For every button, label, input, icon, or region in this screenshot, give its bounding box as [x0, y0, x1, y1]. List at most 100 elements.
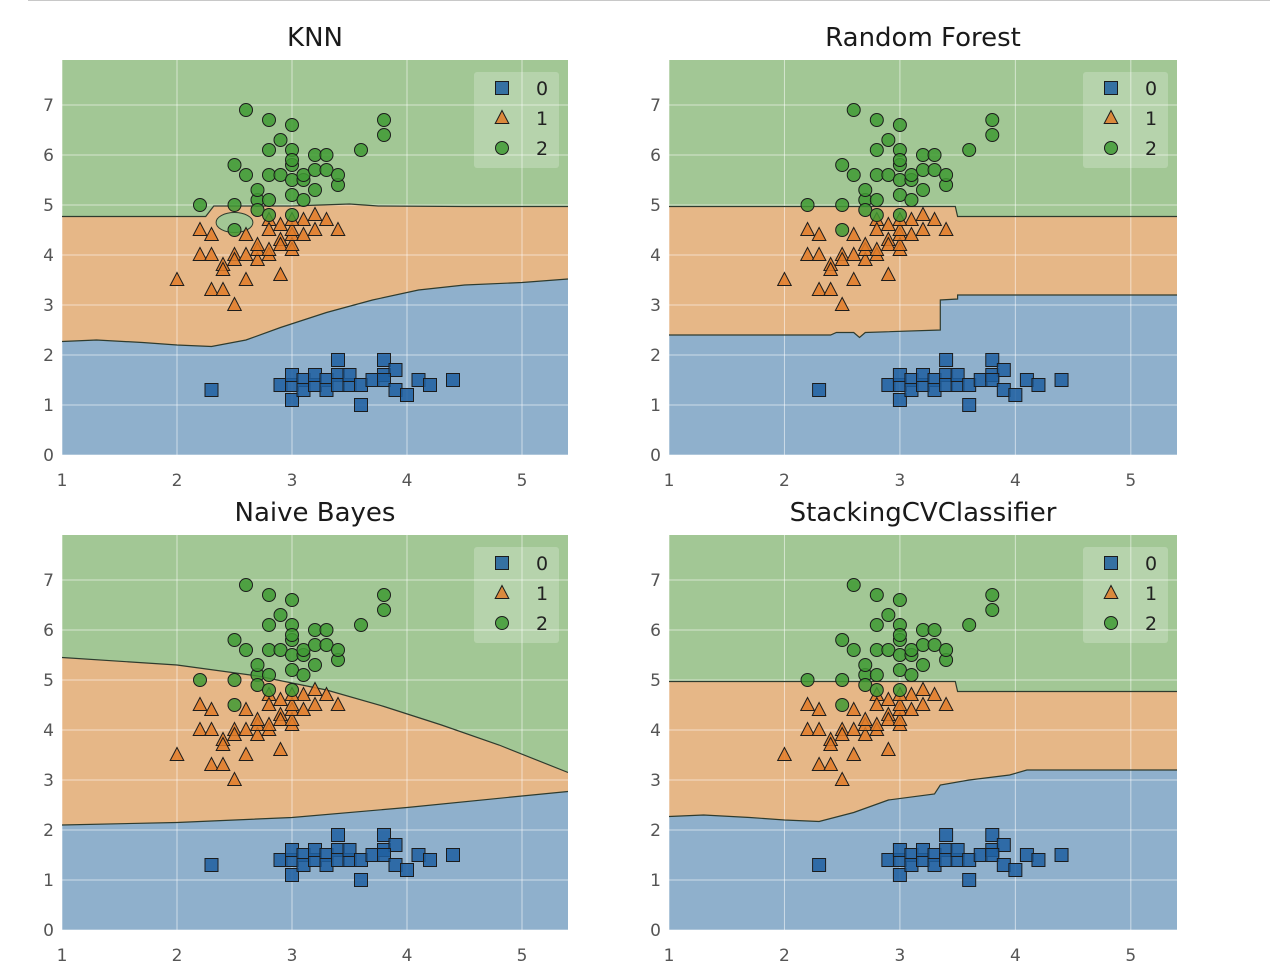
point-class-1 [318, 211, 335, 226]
point-class-2 [835, 698, 850, 712]
point-class-2 [962, 143, 977, 157]
point-class-1 [915, 206, 931, 221]
point-class-2 [262, 668, 276, 682]
point-class-2 [250, 678, 265, 692]
point-class-1 [272, 236, 289, 251]
point-class-2 [273, 133, 288, 147]
legend-label-0: 0 [536, 553, 548, 575]
point-class-1 [192, 721, 208, 736]
point-class-2 [835, 673, 850, 687]
data-points [776, 103, 1069, 412]
point-class-1 [272, 216, 289, 231]
point-class-0 [1054, 373, 1069, 387]
point-class-2 [193, 198, 207, 212]
point-class-2 [904, 168, 919, 182]
point-class-2 [319, 148, 334, 162]
point-class-2 [835, 158, 850, 172]
point-class-1 [261, 241, 277, 256]
x-tick-label: 2 [172, 471, 183, 491]
point-class-2 [296, 193, 311, 207]
point-class-0 [1008, 863, 1023, 877]
point-class-1 [880, 216, 896, 231]
x-tick-label: 4 [1010, 471, 1021, 491]
y-tick-label: 6 [43, 621, 54, 641]
point-class-2 [227, 673, 242, 687]
point-class-2 [846, 643, 861, 657]
legend: 0 1 2 [1083, 72, 1168, 168]
point-class-1 [249, 711, 266, 726]
point-class-0 [950, 843, 965, 857]
point-class-2 [904, 643, 919, 657]
y-tick-label: 4 [43, 246, 54, 266]
point-class-2 [939, 643, 954, 657]
point-class-1 [799, 696, 816, 711]
point-class-1 [823, 736, 839, 751]
point-class-1 [238, 271, 254, 286]
decision-boundary-upper [62, 656, 568, 774]
point-class-2 [193, 673, 207, 687]
y-tick-label: 2 [43, 821, 54, 841]
x-tick-label: 3 [287, 946, 298, 966]
point-class-2 [916, 183, 930, 197]
point-class-2 [881, 133, 896, 147]
legend-box [1083, 72, 1168, 168]
point-class-0 [985, 828, 1000, 842]
point-class-1 [880, 691, 896, 706]
panel-random-forest: Random Forest 1 2 3 4 5 0 1 2 3 4 5 6 7 [650, 23, 1177, 491]
point-class-1 [926, 686, 943, 701]
point-class-2 [377, 128, 391, 142]
point-class-1 [249, 726, 266, 741]
point-class-1 [834, 296, 850, 311]
point-class-0 [354, 873, 368, 887]
point-class-2 [377, 113, 391, 127]
point-class-2 [285, 188, 299, 202]
point-class-0 [285, 393, 299, 407]
point-class-1 [203, 226, 220, 241]
point-class-1 [203, 756, 220, 771]
legend-marker-0 [1104, 556, 1118, 570]
point-class-0 [377, 353, 391, 367]
point-class-2 [939, 168, 954, 182]
point-class-1 [330, 221, 346, 236]
y-tick-label: 0 [650, 921, 661, 941]
point-class-2 [239, 103, 253, 117]
point-class-2 [285, 153, 299, 167]
point-class-0 [812, 383, 827, 397]
point-class-2 [296, 668, 311, 682]
point-class-2 [985, 603, 1000, 617]
point-class-1 [892, 711, 908, 726]
x-tick-label: 3 [287, 471, 298, 491]
point-class-2 [869, 588, 884, 602]
point-class-2 [869, 208, 884, 222]
point-class-1 [203, 281, 220, 296]
point-class-2 [308, 658, 322, 672]
point-class-1 [846, 701, 862, 716]
point-class-2 [846, 103, 861, 117]
point-class-2 [927, 623, 942, 637]
point-class-0 [996, 838, 1011, 852]
legend-marker-2 [495, 141, 509, 155]
legend-marker-0 [495, 81, 509, 95]
y-axis-ticks: 0 1 2 3 4 5 6 7 [43, 571, 54, 941]
y-tick-label: 1 [43, 871, 54, 891]
x-tick-label: 3 [894, 946, 905, 966]
point-class-2 [377, 603, 391, 617]
point-class-1 [272, 711, 289, 726]
point-class-0 [377, 848, 391, 862]
point-class-2 [869, 113, 884, 127]
point-class-0 [285, 868, 299, 882]
point-class-1 [169, 746, 185, 761]
top-divider [28, 0, 1270, 1]
point-class-1 [869, 696, 885, 711]
point-class-1 [892, 236, 908, 251]
y-tick-label: 6 [43, 146, 54, 166]
point-class-1 [261, 696, 277, 711]
point-class-1 [295, 701, 312, 716]
point-class-2 [273, 643, 288, 657]
panel-title: Random Forest [825, 23, 1021, 53]
point-class-2 [262, 618, 276, 632]
data-points [169, 103, 460, 412]
point-class-2 [892, 208, 907, 222]
y-tick-label: 1 [650, 871, 661, 891]
point-class-2 [962, 618, 977, 632]
